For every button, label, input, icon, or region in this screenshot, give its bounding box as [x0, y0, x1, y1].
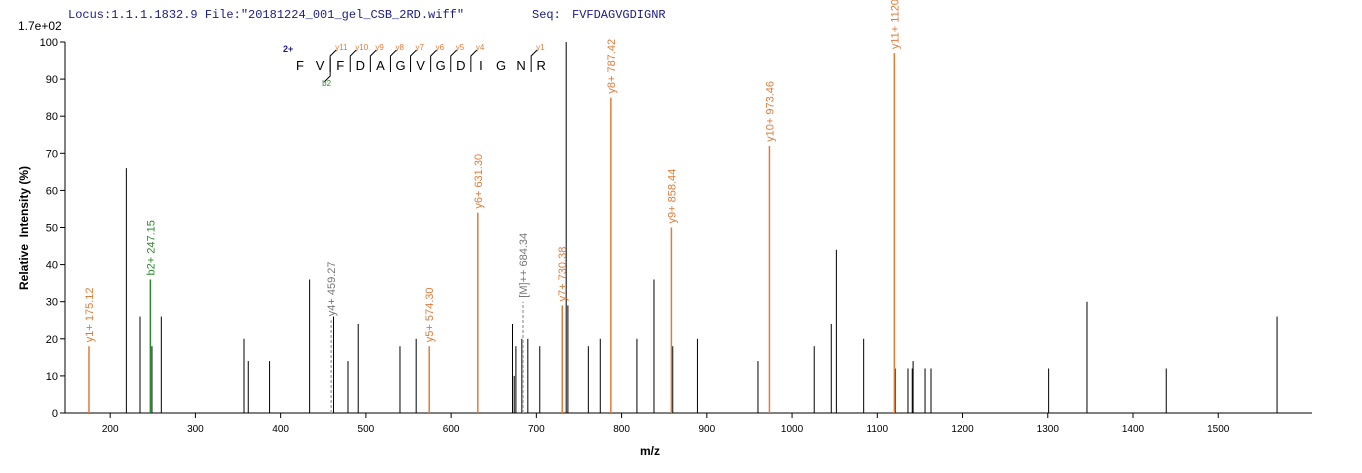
x-tick-label: 1000 [781, 424, 804, 435]
x-tick-label: 1200 [951, 424, 974, 435]
y-bracket [410, 49, 417, 72]
b-bracket [323, 58, 331, 83]
charge: 2+ [283, 44, 293, 54]
y-tick-label: 100 [40, 37, 58, 49]
x-tick-label: 1400 [1122, 424, 1145, 435]
x-tick-label: 500 [358, 424, 375, 435]
peak-label: y5+ 574.30 [424, 287, 436, 342]
y-bracket [450, 49, 458, 72]
y-label: Relative Intensity (%) [17, 166, 31, 290]
residue: F [296, 58, 304, 73]
peak-label: y7+ 730.38 [557, 247, 569, 302]
y-tick-label: 10 [46, 371, 58, 383]
residue: V [316, 58, 325, 73]
y-ion: y11 [335, 43, 348, 52]
y-tick-label: 20 [46, 334, 58, 346]
y-bracket [530, 49, 538, 72]
x-tick-label: 1300 [1037, 424, 1060, 435]
peak-label: y1+ 175.12 [84, 287, 96, 342]
residue: G [395, 58, 405, 73]
y-bracket [349, 49, 357, 72]
y-tick-label: 0 [52, 408, 58, 420]
x-tick-label: 200 [102, 424, 119, 435]
y-bracket [389, 49, 397, 72]
b-ion: b2 [322, 79, 331, 88]
peak-label: y6+ 631.30 [473, 154, 485, 209]
x-tick-label: 1500 [1207, 424, 1230, 435]
x-tick-label: 600 [443, 424, 460, 435]
peak-label: y11+ 1120 [889, 0, 901, 49]
seq: FVFDAGVGDIGNR [572, 8, 666, 22]
locus: Locus:1.1.1.1832.9 File:"20181224_001_ge… [68, 8, 464, 22]
y-tick-label: 90 [46, 74, 58, 86]
peak-label: y9+ 858.44 [666, 169, 678, 224]
residue: V [416, 58, 425, 73]
x-tick-label: 300 [187, 424, 204, 435]
y-ion: y10 [355, 43, 368, 52]
y-ion: y4 [476, 43, 485, 52]
y-bracket [470, 49, 478, 72]
x-tick-label: 800 [613, 424, 630, 435]
peak-label: y8+ 787.42 [606, 39, 618, 94]
y-tick-label: 40 [46, 260, 58, 272]
residue: A [376, 58, 385, 73]
peak-label: [M]++ 684.34 [518, 233, 530, 298]
y-ion: y5 [456, 43, 465, 52]
residue: G [496, 58, 506, 73]
y-tick-label: 30 [46, 297, 58, 309]
y-ion: y9 [375, 43, 384, 52]
residue: G [436, 58, 446, 73]
y-ion: y7 [416, 43, 425, 52]
residue: D [356, 58, 365, 73]
residue: I [479, 58, 483, 73]
residue: R [537, 58, 546, 73]
y-tick-label: 50 [46, 223, 58, 235]
residue: D [456, 58, 465, 73]
y-tick-label: 60 [46, 185, 58, 197]
x-tick-label: 900 [698, 424, 715, 435]
x-tick-label: 400 [272, 424, 289, 435]
y-ion: y8 [395, 43, 404, 52]
seq-label: Seq: [532, 8, 561, 22]
y-ion: y6 [436, 43, 445, 52]
x-tick-label: 700 [528, 424, 545, 435]
y-bracket [430, 49, 438, 72]
peak-label: y4+ 459.27 [326, 262, 338, 317]
y-tick-label: 70 [46, 148, 58, 160]
residue: F [336, 58, 344, 73]
y-tick-label: 80 [46, 111, 58, 123]
peak-label: b2+ 247.15 [145, 220, 157, 275]
x-tick-label: 1100 [867, 424, 889, 435]
x-label: m/z [640, 444, 660, 458]
peak-label: y10+ 973.46 [764, 81, 776, 142]
y-ion: y1 [536, 43, 545, 52]
residue: N [516, 58, 525, 73]
scale-label: 1.7e+02 [18, 19, 62, 33]
y-bracket [369, 49, 377, 72]
